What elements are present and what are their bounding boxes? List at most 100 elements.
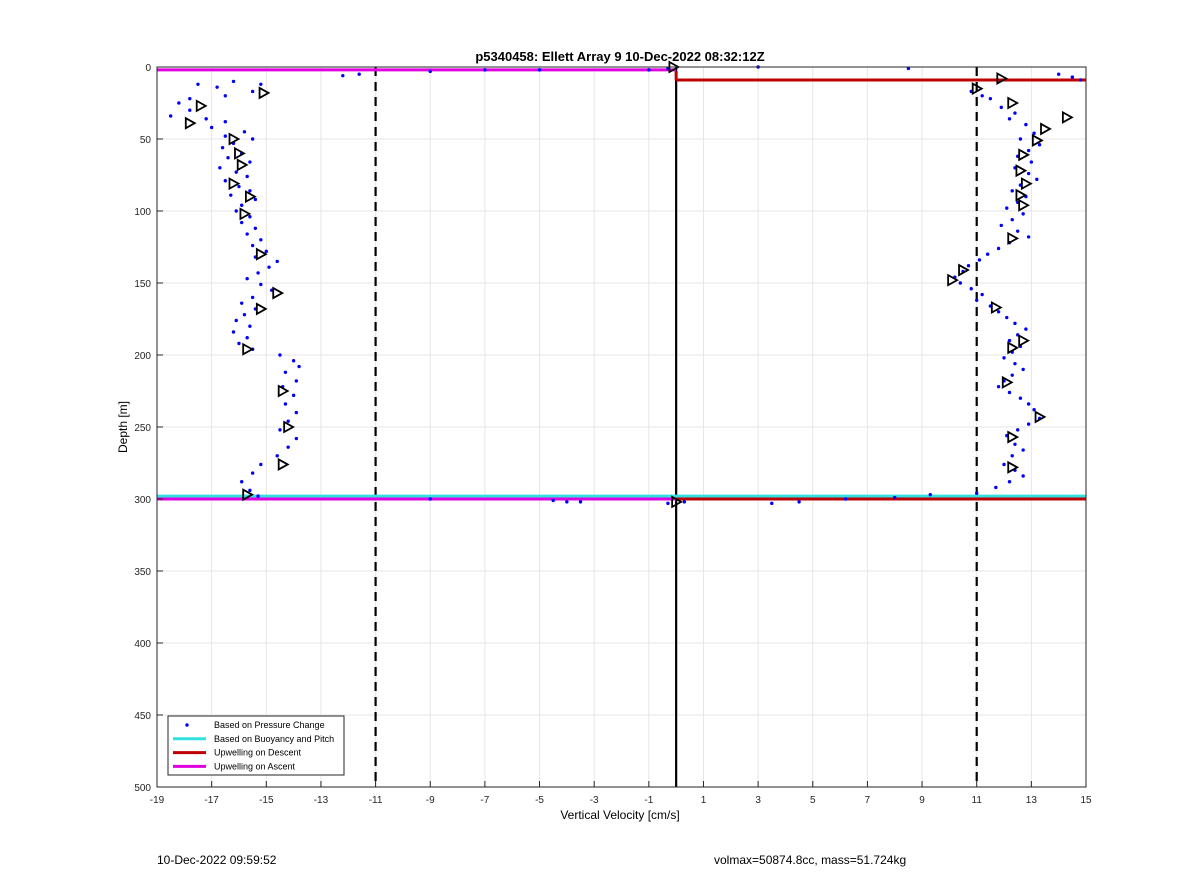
triangle-marker — [1007, 231, 1020, 245]
y-tick-label: 400 — [134, 639, 151, 650]
grid — [156, 66, 1087, 788]
y-tick-label: 200 — [134, 351, 151, 362]
triangle-marker — [234, 146, 246, 160]
data-point — [267, 265, 271, 269]
data-point — [1035, 177, 1039, 182]
x-tick-label: -3 — [590, 795, 599, 806]
data-point — [980, 94, 984, 98]
profile-lines — [157, 68, 1086, 501]
x-tick-label: 5 — [810, 795, 816, 806]
data-point — [259, 82, 263, 86]
data-point — [240, 480, 244, 484]
x-tick-label: 13 — [1026, 795, 1038, 806]
triangle-marker — [228, 132, 241, 146]
data-point — [537, 68, 542, 72]
footer-timestamp: 10-Dec-2022 09:59:52 — [157, 853, 277, 867]
triangle-marker — [258, 86, 271, 100]
legend-label: Upwelling on Ascent — [214, 761, 296, 771]
data-point — [958, 281, 963, 285]
data-point — [256, 494, 260, 498]
data-point — [1037, 143, 1042, 147]
triangle-marker — [272, 286, 285, 300]
y-axis-label: Depth [m] — [116, 401, 130, 453]
data-point — [231, 79, 236, 84]
data-point — [248, 160, 252, 164]
y-tick-label: 250 — [134, 423, 151, 434]
data-point — [1002, 356, 1006, 360]
triangle-marker — [255, 302, 268, 316]
data-point — [294, 410, 299, 415]
data-point — [286, 419, 290, 423]
y-tick-label: 450 — [134, 711, 151, 722]
data-point — [234, 209, 238, 213]
triangle-marker — [195, 99, 208, 113]
data-point — [565, 500, 569, 504]
data-point — [264, 249, 268, 254]
data-point — [1026, 402, 1031, 406]
data-point — [483, 68, 487, 72]
axis-ticks: -19 -17 -15 -13 -11 -9 -7 -5 -3 -1 1 3 5 7 9 11 13 150501… — [134, 63, 1092, 806]
data-point — [188, 108, 192, 112]
data-point — [1026, 235, 1031, 239]
data-point — [237, 184, 241, 189]
y-tick-label: 50 — [140, 135, 152, 146]
data-point — [1010, 373, 1014, 377]
data-point — [1007, 117, 1012, 121]
data-point — [248, 215, 252, 219]
data-point — [223, 94, 228, 98]
data-point — [1032, 131, 1036, 135]
data-point — [188, 96, 192, 101]
legend-label: Based on Buoyancy and Pitch — [214, 734, 334, 744]
data-point — [1013, 321, 1017, 326]
triangle-marker — [277, 384, 290, 398]
data-point — [357, 72, 361, 76]
data-point — [966, 264, 971, 268]
data-point — [283, 370, 288, 374]
data-point — [1021, 448, 1025, 452]
data-point — [215, 85, 219, 89]
data-point — [1018, 137, 1023, 141]
data-point — [245, 232, 249, 236]
data-point — [969, 287, 973, 291]
data-point — [248, 189, 252, 193]
data-point — [245, 276, 249, 281]
data-point — [996, 310, 1001, 314]
data-point — [682, 500, 687, 504]
footer-volmax-mass: volmax=50874.8cc, mass=51.724kg — [714, 853, 907, 867]
data-point — [218, 166, 222, 170]
x-tick-label: 1 — [701, 795, 707, 806]
chart-title: p5340458: Ellett Array 9 10-Dec-2022 08:… — [475, 49, 764, 64]
data-point — [242, 130, 247, 134]
data-point — [278, 428, 282, 432]
triangle-marker — [184, 116, 197, 130]
data-point — [294, 436, 299, 441]
data-point — [1015, 428, 1020, 432]
triangle-marker — [255, 247, 268, 261]
data-point — [428, 497, 432, 501]
data-point — [994, 485, 998, 490]
data-point — [428, 69, 432, 74]
data-point — [259, 462, 263, 467]
x-tick-label: 7 — [865, 795, 871, 806]
data-point — [209, 125, 214, 130]
triangle-marker — [1034, 410, 1047, 424]
data-point — [1021, 212, 1025, 216]
data-point — [237, 341, 241, 346]
data-point — [1007, 480, 1012, 484]
data-point — [988, 96, 993, 101]
data-point — [1021, 367, 1025, 372]
data-point — [1010, 189, 1014, 193]
legend: Based on Pressure Change Based on Buoyanc… — [167, 715, 345, 776]
data-point — [234, 318, 238, 323]
legend-marker — [185, 723, 189, 727]
data-point — [226, 156, 230, 160]
triangle-marker — [1007, 96, 1020, 110]
data-point — [294, 379, 299, 383]
triangle-marker — [242, 488, 255, 502]
data-point — [1070, 75, 1075, 79]
data-point — [275, 259, 279, 264]
data-point — [770, 501, 774, 506]
x-axis-label: Vertical Velocity [cm/s] — [560, 808, 679, 822]
data-point — [223, 134, 228, 138]
